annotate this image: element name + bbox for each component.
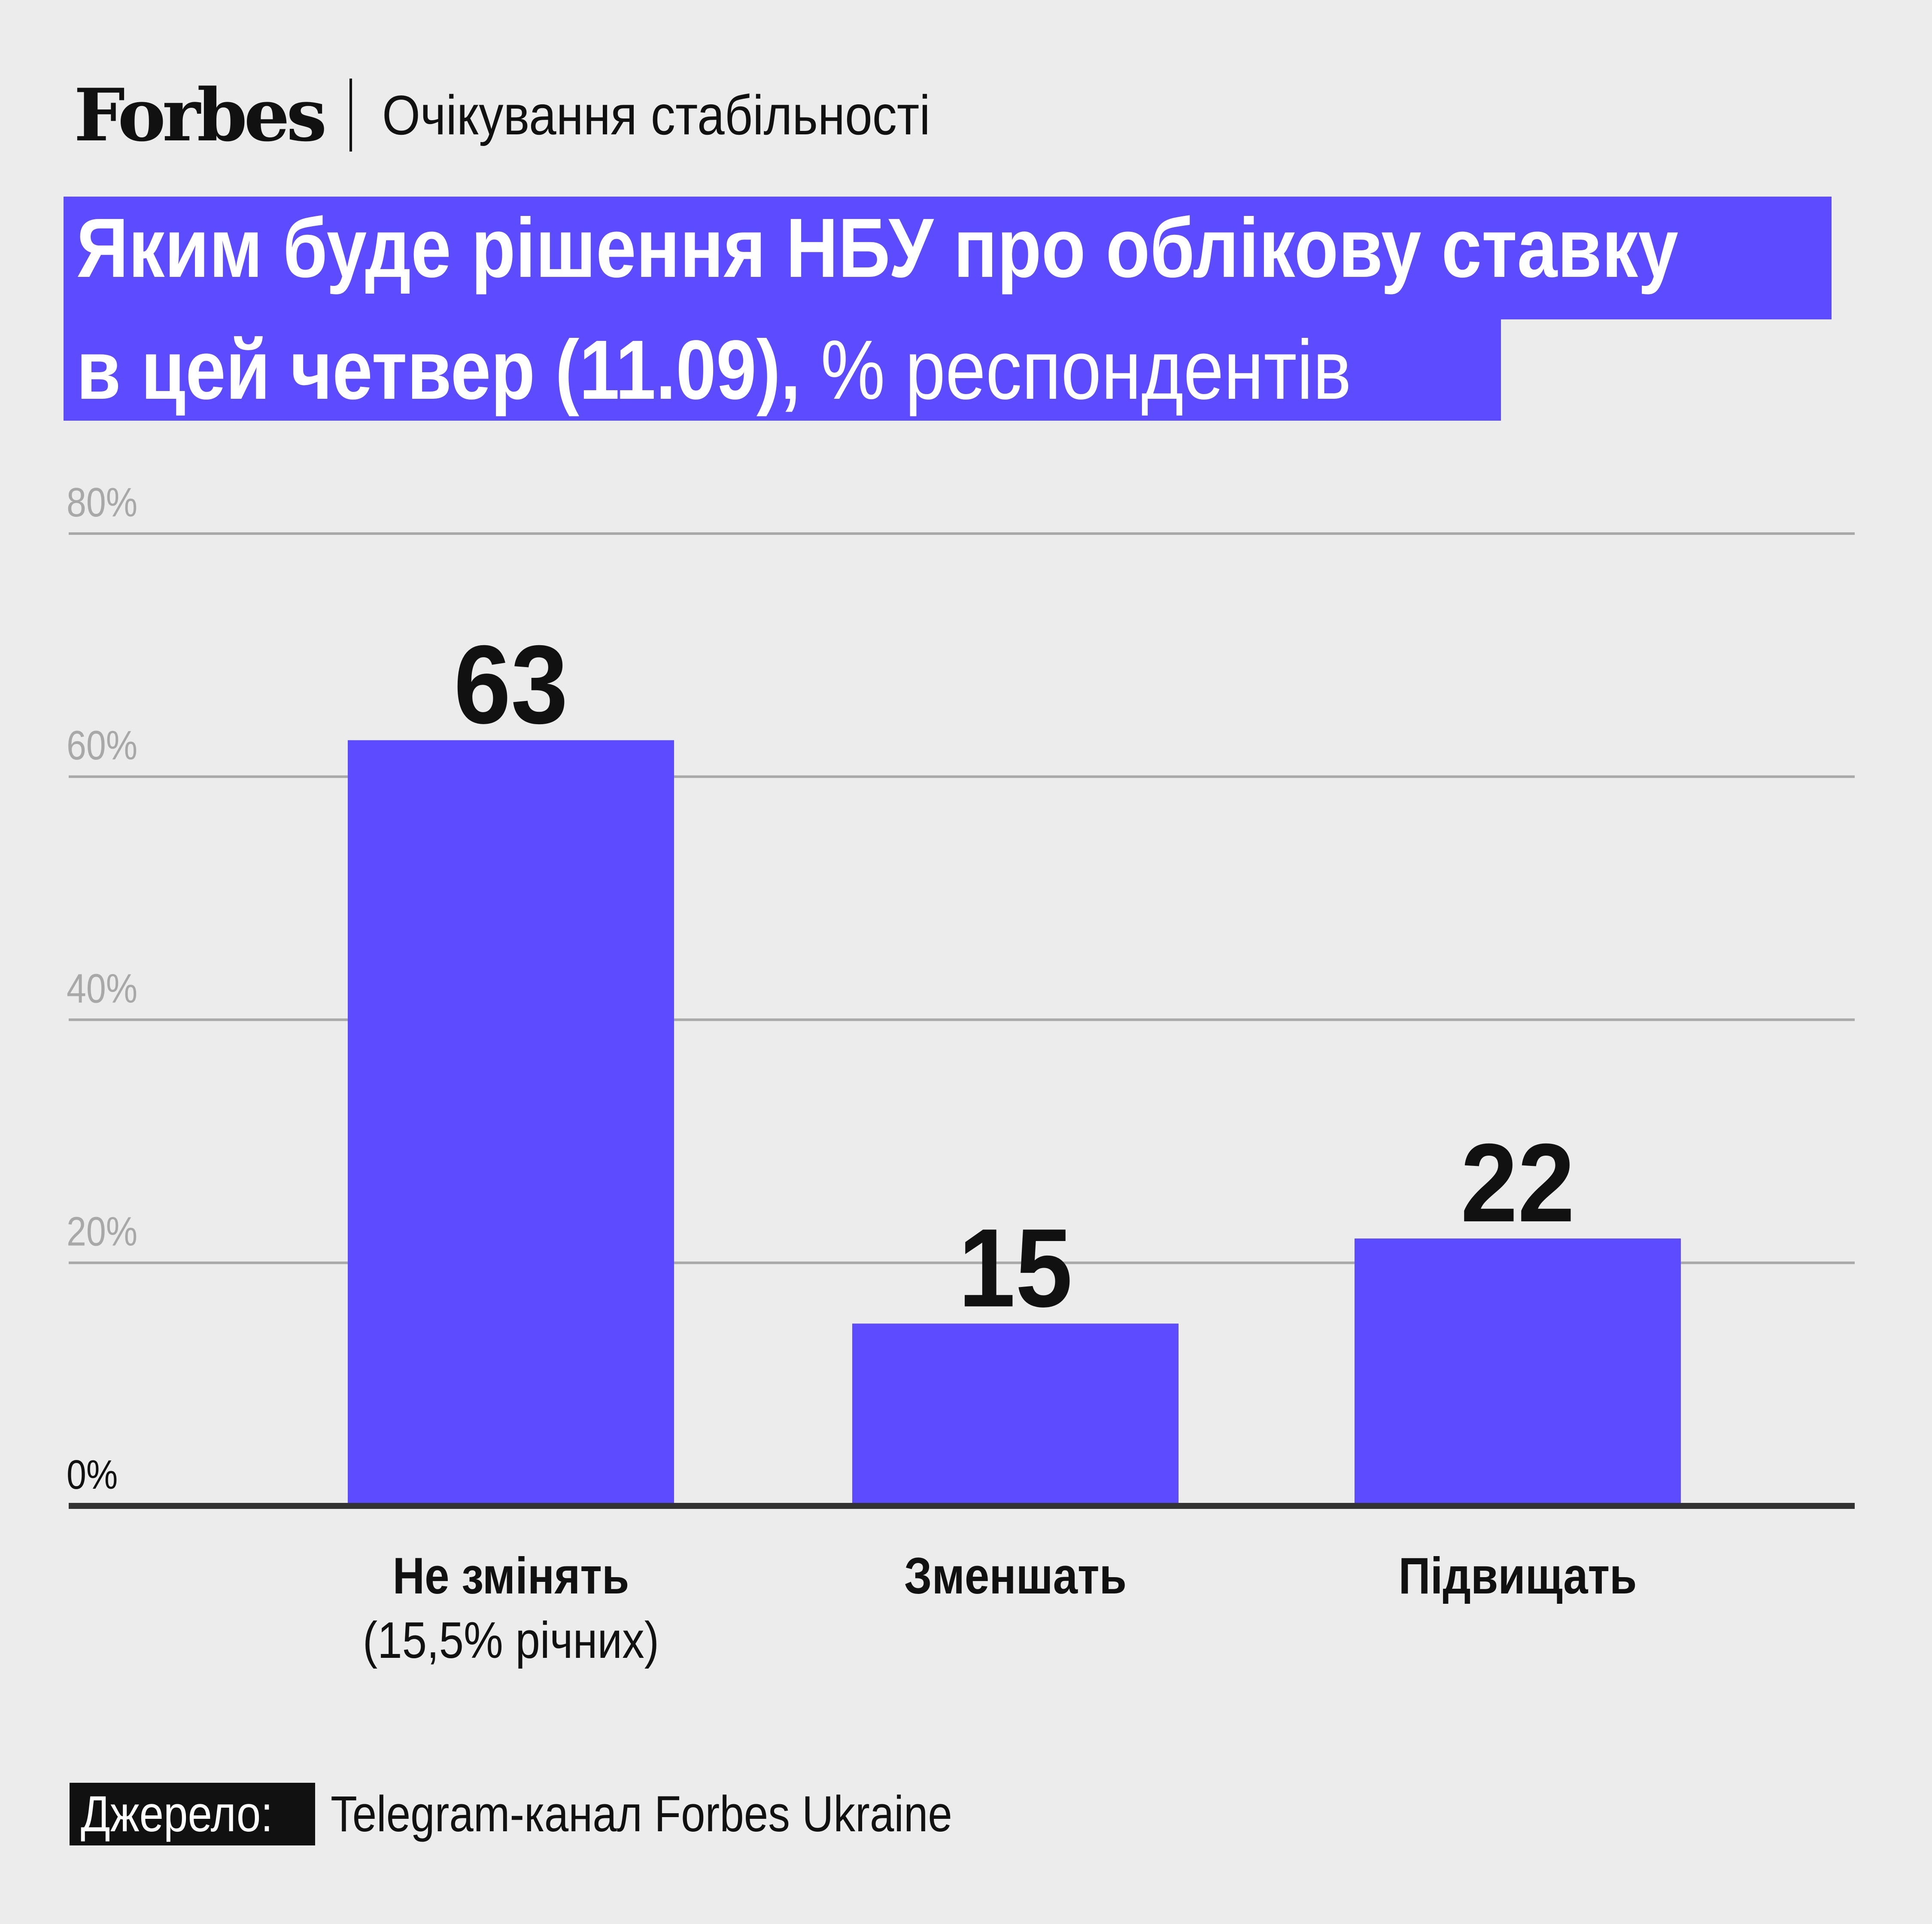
- section-title: Очікування стабільності: [382, 84, 930, 146]
- source: Джерело: Telegram-канал Forbes Ukraine: [70, 1780, 1054, 1848]
- header: Forbes Очікування стабільності: [74, 72, 1005, 158]
- y-tick-label: 20%: [67, 1208, 137, 1254]
- forbes-logo: Forbes: [74, 73, 327, 158]
- source-label: Джерело:: [70, 1783, 316, 1845]
- chart-title-line-2: в цей четвер (11.09), % респондентів: [64, 319, 1501, 421]
- source-label-text: Джерело:: [81, 1786, 273, 1842]
- x-tick-label: Підвищать: [1399, 1547, 1637, 1605]
- bar-value-label: 63: [454, 622, 568, 747]
- y-tick-label: 0%: [67, 1451, 118, 1497]
- x-tick-label: Зменшать: [904, 1547, 1127, 1605]
- y-tick-label: 40%: [67, 965, 137, 1011]
- bar: [348, 740, 674, 1506]
- y-tick-label: 80%: [67, 479, 137, 525]
- source-text-value: Telegram-канал Forbes Ukraine: [331, 1786, 953, 1842]
- bar: [852, 1323, 1179, 1506]
- bar-value-label: 15: [958, 1205, 1072, 1330]
- bar: [1355, 1238, 1681, 1506]
- chart-title-line-1: Яким буде рішення НБУ про облікову ставк…: [64, 197, 1832, 319]
- bar-value-label: 22: [1461, 1120, 1575, 1245]
- chart-title-text-1: Яким буде рішення НБУ про облікову ставк…: [76, 201, 1679, 295]
- chart-title-bold: в цей четвер (11.09),: [76, 323, 801, 417]
- y-tick-label: 60%: [67, 722, 137, 768]
- chart-title-text-2: в цей четвер (11.09), % респондентів: [76, 328, 1352, 412]
- chart-title-light: % респондентів: [800, 323, 1352, 417]
- x-tick-label: Не змінять: [393, 1547, 629, 1605]
- source-text: Telegram-канал Forbes Ukraine: [331, 1785, 1054, 1843]
- x-tick-label: (15,5% річних): [363, 1611, 659, 1669]
- header-divider: [349, 79, 352, 152]
